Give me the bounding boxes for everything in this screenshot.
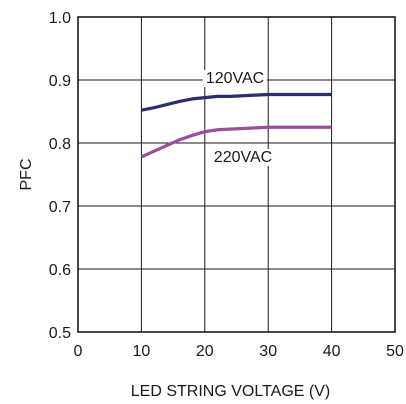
plot-frame [77, 16, 396, 333]
x-tick-label: 50 [386, 343, 404, 360]
x-tick-label: 0 [74, 343, 83, 360]
grid-lines [78, 17, 395, 332]
series-line-120vac [141, 92, 332, 112]
series-label-220vac: 220VAC [214, 149, 272, 166]
series-labels: 120VAC 220VAC [202, 70, 276, 166]
series-label-background [202, 70, 268, 87]
x-tick-label: 30 [259, 343, 277, 360]
y-tick-label: 0.5 [49, 325, 71, 342]
x-tick-label: 40 [323, 343, 341, 360]
axis-ticks: 0 10 20 30 40 50 0.5 0.6 0.7 0.8 0.9 1.0 [49, 10, 404, 360]
y-tick-label: 0.8 [49, 136, 71, 153]
x-axis-label: LED STRING VOLTAGE (V) [131, 383, 330, 400]
y-axis-label: PFC [18, 159, 35, 191]
y-tick-label: 0.7 [49, 199, 71, 216]
series-line-220vac [140, 125, 332, 159]
x-tick-label: 20 [196, 343, 214, 360]
series-label-background [210, 149, 276, 166]
y-tick-label: 0.9 [49, 73, 71, 90]
series-lines [140, 92, 332, 159]
series-label-120vac: 120VAC [206, 70, 264, 87]
x-tick-label: 10 [133, 343, 151, 360]
y-tick-label: 0.6 [49, 262, 71, 279]
y-tick-label: 1.0 [49, 10, 71, 27]
